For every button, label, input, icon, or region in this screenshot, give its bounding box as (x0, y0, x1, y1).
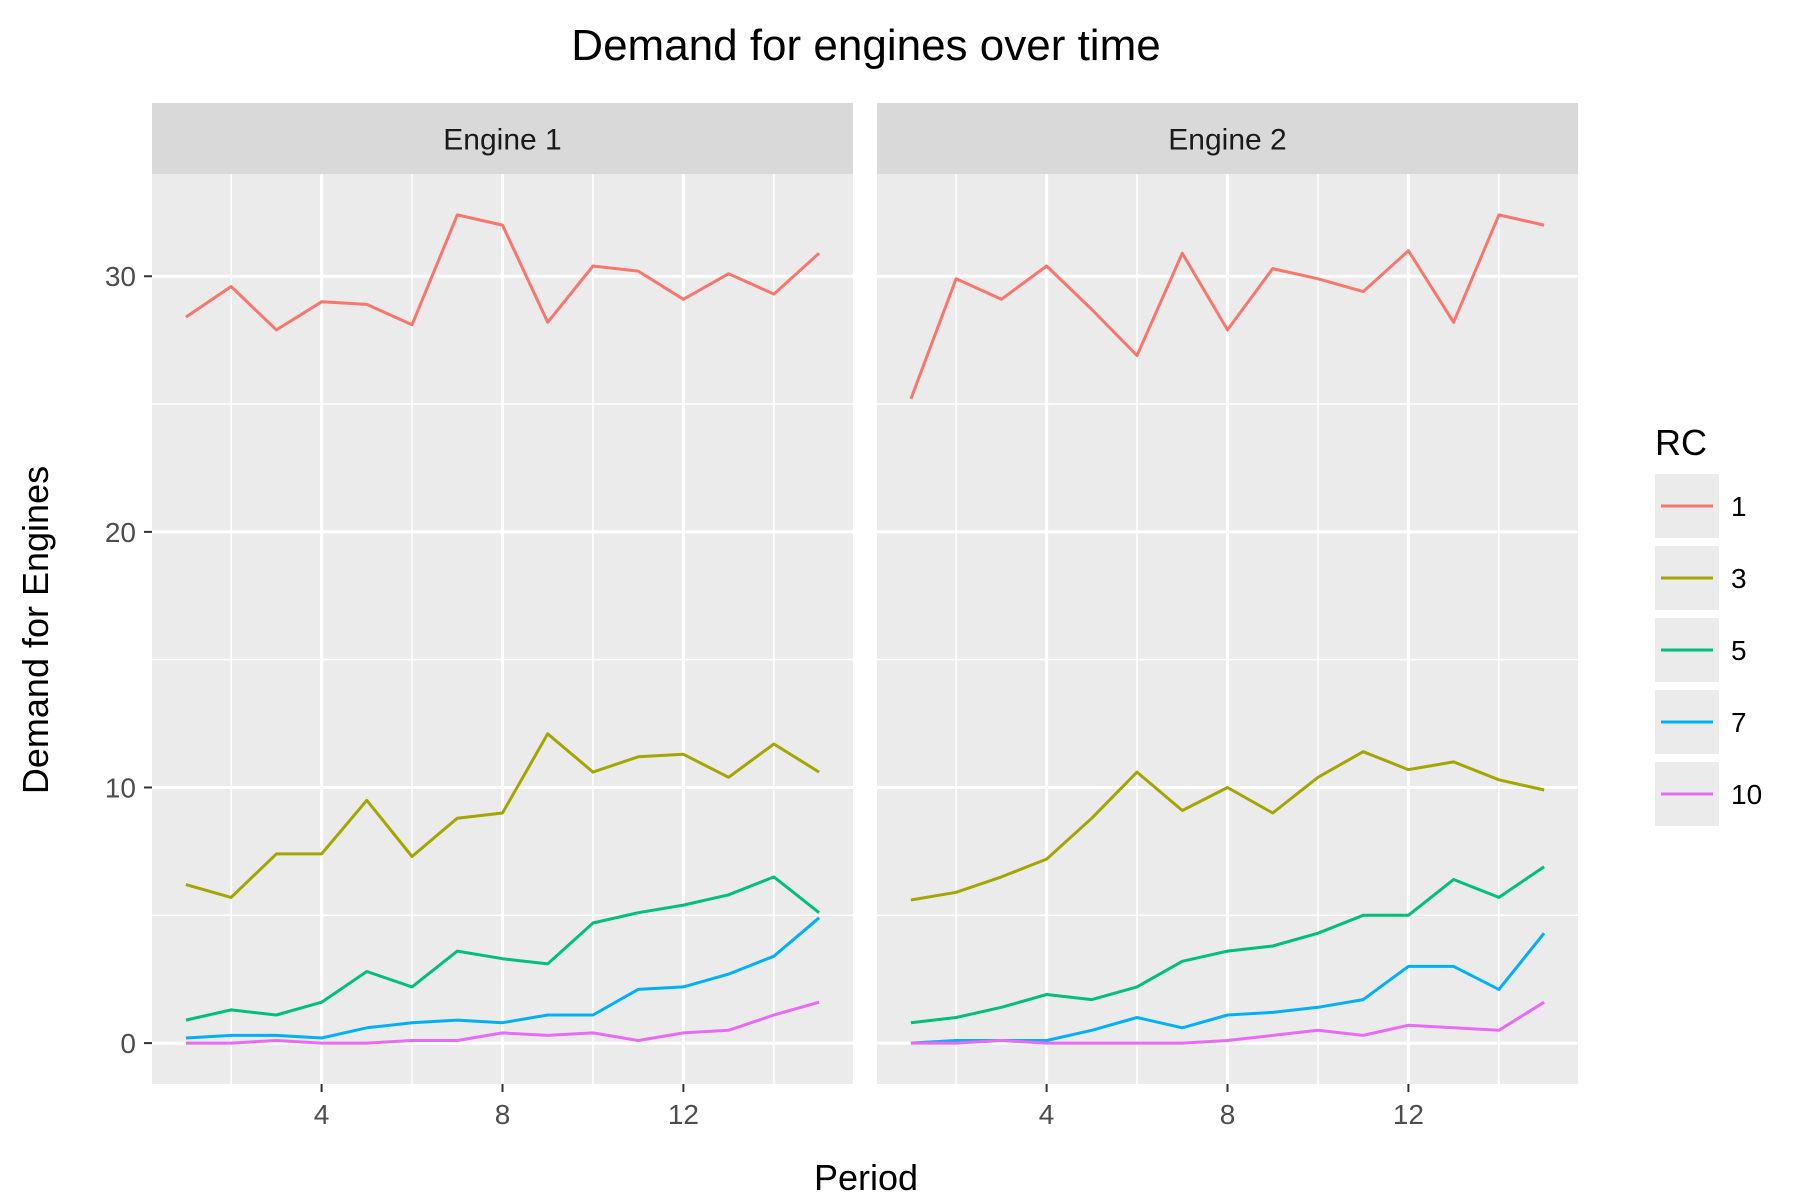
y-tick-label: 0 (120, 1028, 136, 1059)
facet-strip (152, 103, 853, 174)
facet-panel: Engine 1 4 8 12 0 10 20 30 (105, 103, 853, 1130)
y-tick-label: 20 (105, 517, 136, 548)
legend: RC 1 3 5 7 10 (1655, 422, 1762, 826)
legend-label-rc-3: 3 (1731, 563, 1747, 594)
series-line-rc-10 (910, 1000, 1545, 1045)
series-line-rc-1 (909, 213, 1545, 400)
series-line-rc-5 (910, 865, 1545, 1025)
panels-layer: Engine 1 4 8 12 0 10 20 30 Engine 2 4 8 12 (105, 103, 1578, 1130)
chart-title: Demand for engines over time (571, 21, 1160, 70)
y-tick-label: 10 (105, 772, 136, 803)
x-tick-label: 12 (1393, 1099, 1424, 1130)
y-tick-label: 30 (105, 261, 136, 292)
facet-strip-label: Engine 2 (1168, 124, 1286, 157)
series-line-rc-5 (185, 875, 821, 1022)
legend-label-rc-1: 1 (1731, 491, 1747, 522)
legend-title: RC (1655, 422, 1707, 463)
legend-label-rc-10: 10 (1731, 779, 1762, 810)
x-tick-label: 4 (1039, 1099, 1055, 1130)
y-axis-title: Demand for Engines (15, 466, 56, 794)
x-tick-label: 8 (1220, 1099, 1236, 1130)
series-line-rc-3 (185, 732, 820, 899)
legend-label-rc-5: 5 (1731, 635, 1747, 666)
x-tick-label: 8 (495, 1099, 511, 1130)
legend-label-rc-7: 7 (1731, 707, 1747, 738)
facet-panel: Engine 2 4 8 12 (877, 103, 1578, 1130)
x-axis-title: Period (814, 1157, 918, 1198)
series-line-rc-7 (185, 916, 821, 1040)
facet-strip-label: Engine 1 (443, 124, 561, 157)
x-tick-label: 12 (668, 1099, 699, 1130)
series-line-rc-3 (910, 750, 1545, 902)
series-line-rc-1 (185, 213, 821, 332)
series-line-rc-10 (185, 1000, 820, 1045)
x-tick-label: 4 (314, 1099, 330, 1130)
facet-strip (877, 103, 1578, 174)
